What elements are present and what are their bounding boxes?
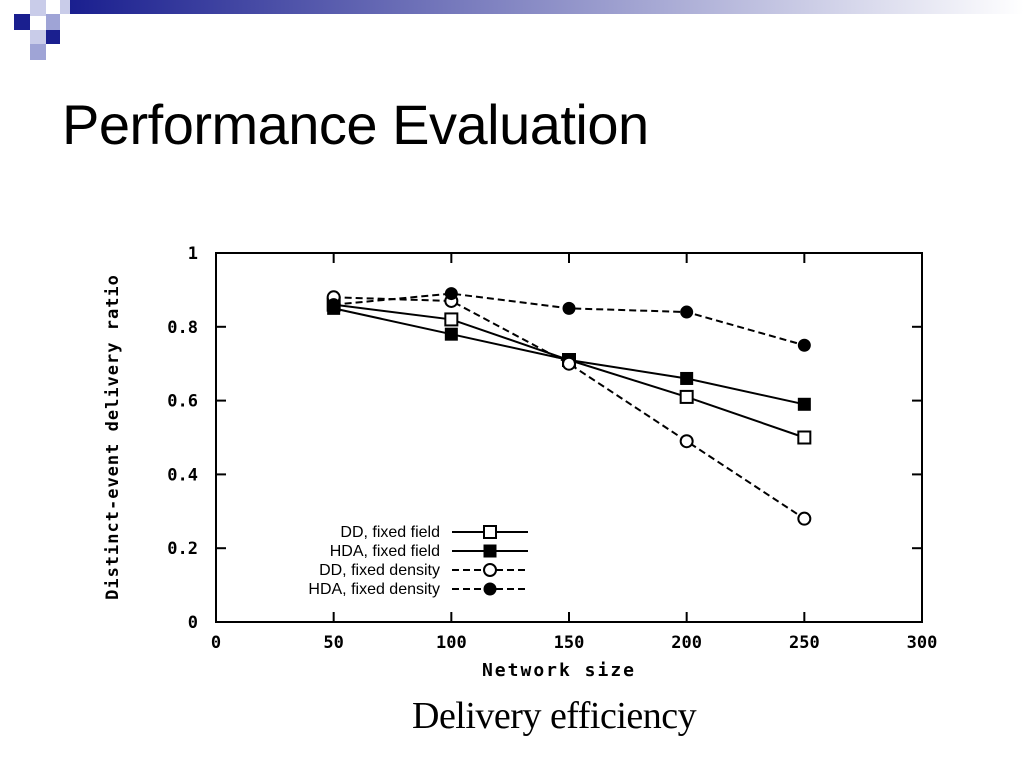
x-tick-label: 150 [554,633,585,653]
y-tick-label: 0 [188,613,198,633]
data-point [797,338,811,352]
series-2 [327,301,811,411]
figure-caption: Delivery efficiency [412,695,697,737]
legend-marker [483,544,497,558]
series-1 [326,297,812,445]
y-tick-label: 1 [188,244,198,264]
y-tick-label: 0.4 [167,465,198,485]
x-tick-label: 250 [789,633,820,653]
data-point [444,327,458,341]
data-point [679,389,694,404]
x-tick-label: 0 [211,633,221,653]
data-point [797,397,811,411]
page-title: Performance Evaluation [62,93,649,156]
x-tick-label: 50 [323,633,343,653]
legend-label: DD, fixed density [319,562,440,579]
legend-label: HDA, fixed density [308,581,440,598]
legend-label: DD, fixed field [340,524,440,541]
y-axis-label: Distinct-event delivery ratio [103,274,123,600]
data-point [562,301,576,315]
data-point [444,312,459,327]
x-axis-label: Network size [482,660,636,681]
legend-marker [483,525,497,539]
deco-square [14,14,30,30]
y-tick-label: 0.8 [167,318,198,338]
data-point [680,371,694,385]
header-gradient-bar [70,0,1024,14]
deco-square [30,44,46,60]
series-line [333,292,805,347]
y-tick-label: 0.6 [167,392,198,412]
data-point [797,430,812,445]
x-tick-label: 100 [436,633,467,653]
data-point [327,298,341,312]
series-line [333,296,805,520]
data-point [680,305,694,319]
deco-square [46,14,60,30]
legend-marker [483,563,497,577]
x-tick-label: 300 [907,633,938,653]
y-tick-label: 0.2 [167,539,198,559]
x-tick-label: 200 [671,633,702,653]
data-point [679,434,694,449]
legend-marker [483,582,497,596]
data-point [797,511,812,526]
legend: DD, fixed field HDA, fixed field DD, fixed… [308,524,528,598]
data-point [562,356,576,371]
series-4 [327,287,811,352]
deco-square [46,30,60,44]
deco-square [30,0,46,16]
corner-decoration [0,0,80,64]
legend-label: HDA, fixed field [330,543,440,560]
deco-square [30,30,46,44]
data-point [444,287,458,301]
